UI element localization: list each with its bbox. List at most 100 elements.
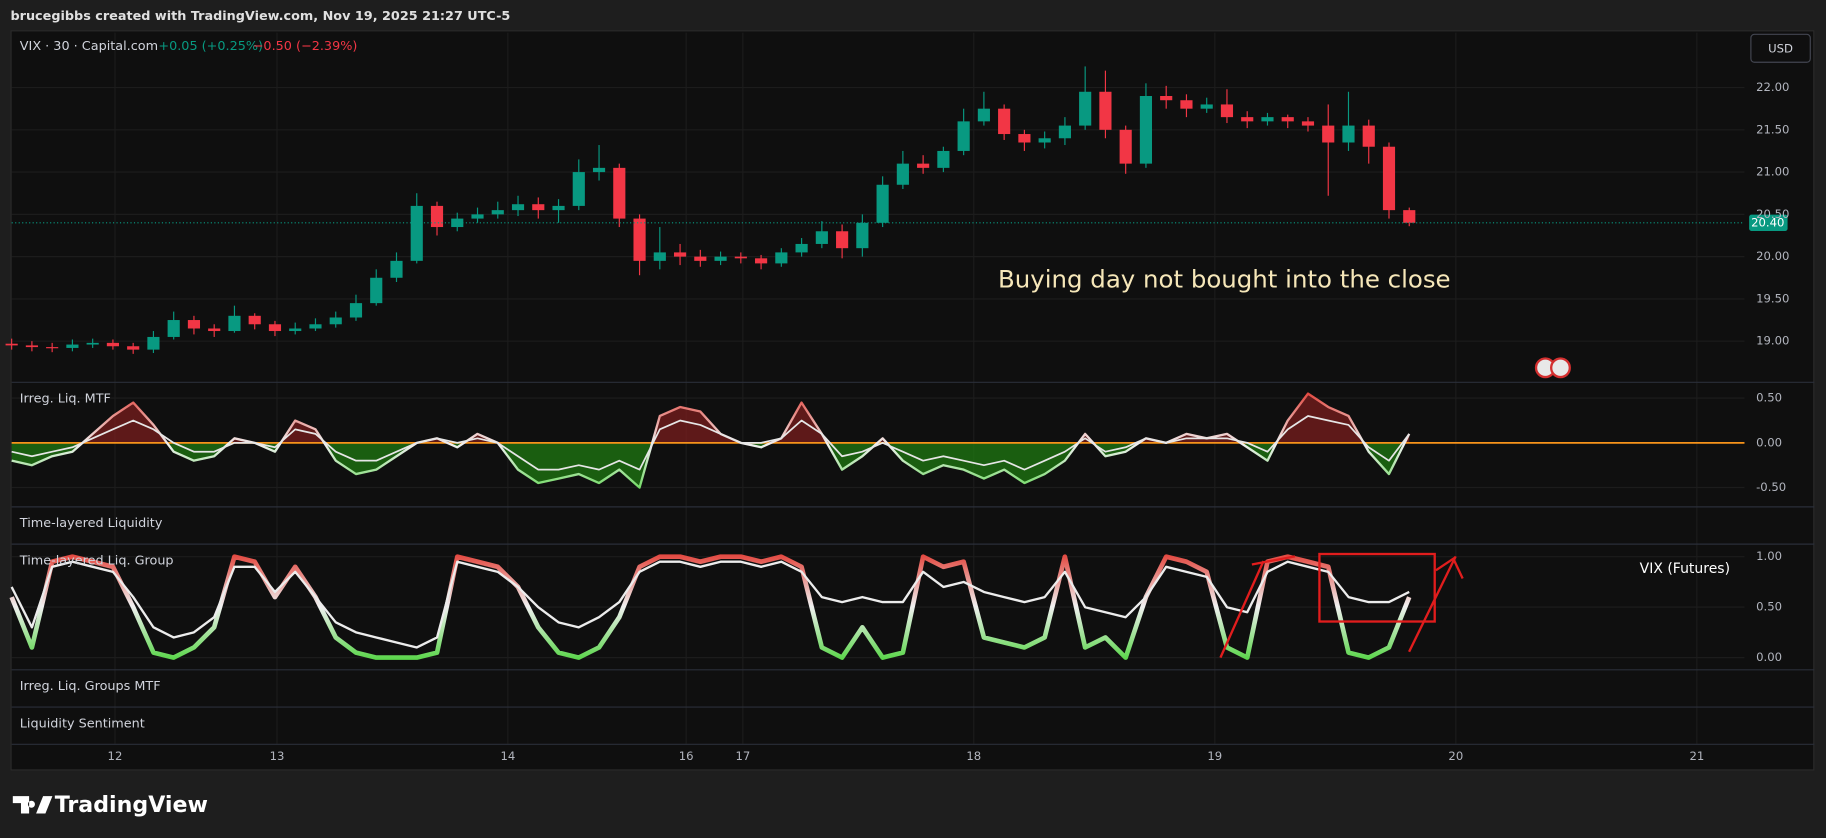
candle-body	[1058, 125, 1071, 139]
candle-body	[1018, 134, 1031, 143]
candle-body	[410, 205, 423, 261]
drawn-line	[1251, 555, 1296, 566]
credit: brucegibbs created with TradingView.com,…	[10, 9, 510, 24]
candle-body	[917, 163, 930, 168]
marks	[5, 66, 1788, 660]
candle-body	[653, 252, 666, 261]
candle-body	[532, 204, 545, 211]
candle-body	[1322, 125, 1335, 143]
logo: TradingView	[12, 792, 208, 818]
candle-body	[673, 252, 687, 257]
x-tick-label: 20	[1448, 749, 1463, 763]
flag-icon	[1550, 357, 1571, 379]
y-tick-label: 21.00	[1756, 165, 1789, 179]
y-tick-label: 21.50	[1756, 122, 1789, 136]
candle-body	[187, 320, 201, 329]
candle-body	[937, 150, 950, 168]
event-flags	[1534, 357, 1571, 379]
candle-body	[46, 347, 59, 349]
candle-body	[1342, 125, 1355, 143]
annotation: Buying day not bought into the close	[998, 265, 1451, 294]
candle-body	[856, 222, 869, 249]
y-tick-label: 0.50	[1756, 391, 1782, 405]
candle-body	[836, 231, 849, 249]
candle-body	[430, 205, 444, 228]
y-tick-label: 0.50	[1756, 600, 1782, 614]
candle-body	[694, 256, 707, 261]
candle-body	[268, 324, 282, 332]
user-drawings	[1219, 552, 1464, 659]
y-tick-label: 20.50	[1756, 207, 1789, 221]
candle-body	[1281, 117, 1294, 122]
drawn-line	[1219, 560, 1265, 659]
candle-body	[1180, 100, 1193, 109]
change-value: +0.05 (+0.25%)	[158, 39, 263, 54]
x-tick-label: 17	[735, 749, 750, 763]
candle-body	[957, 121, 970, 151]
candle-body	[106, 342, 119, 347]
candle-body	[390, 260, 403, 278]
logo-icon	[12, 796, 53, 814]
pane-title: Time-layered Liq. Group	[19, 553, 174, 568]
candle-body	[1119, 129, 1132, 164]
y-tick-label: 19.50	[1756, 291, 1789, 305]
candle-body	[795, 243, 808, 253]
candle-body	[1403, 210, 1416, 223]
series-line	[11, 392, 1411, 489]
candle-body	[572, 172, 585, 206]
candle-body	[248, 315, 261, 325]
change-value: −0.50 (−2.39%)	[253, 39, 358, 54]
candle-body	[1301, 121, 1315, 126]
x-tick-label: 21	[1689, 749, 1704, 763]
symbol-title: VIX · 30 · Capital.com	[20, 39, 158, 54]
candle-body	[896, 163, 909, 185]
pane-annotation: VIX (Futures)	[1640, 561, 1730, 577]
candle-body	[228, 315, 241, 332]
currency-label[interactable]: USD	[1768, 41, 1793, 55]
currency-button[interactable]	[1750, 33, 1811, 63]
x-tick-label: 14	[500, 749, 515, 763]
candle-body	[208, 328, 221, 332]
candle-body	[1038, 138, 1051, 143]
series-line	[11, 415, 1410, 471]
y-tick-label: -0.50	[1756, 480, 1786, 494]
candle-body	[1099, 91, 1112, 130]
pane-title: Time-layered Liquidity	[19, 516, 163, 531]
chart-area	[10, 30, 1815, 771]
drawn-arrow	[1408, 555, 1457, 653]
x-tick-label: 13	[270, 749, 285, 763]
candle-body	[25, 345, 38, 348]
candle-body	[613, 167, 626, 219]
drawn-box	[1318, 552, 1436, 623]
candle-body	[1139, 95, 1153, 164]
logo-text: TradingView	[55, 792, 208, 818]
y-tick-label: 22.00	[1756, 80, 1789, 94]
pane-title: Irreg. Liq. Groups MTF	[20, 679, 161, 694]
candle-body	[998, 108, 1011, 135]
y-tick-label: 19.00	[1756, 334, 1789, 348]
candle-body	[491, 210, 504, 215]
candle-body	[167, 320, 180, 337]
candle-body	[815, 231, 828, 244]
candle-body	[1261, 117, 1274, 122]
candle-body	[714, 256, 727, 261]
y-tick-label: 1.00	[1756, 549, 1782, 563]
candle-body	[1160, 95, 1173, 101]
candle-body	[511, 204, 525, 211]
candle-body	[289, 328, 302, 332]
candle-body	[876, 184, 889, 223]
candle-body	[127, 346, 140, 350]
candle-body	[1200, 104, 1213, 109]
last-price-badge	[1749, 214, 1788, 231]
candle-body	[1079, 91, 1092, 126]
candle-body	[66, 344, 79, 348]
x-tick-label: 16	[679, 749, 694, 763]
x-tick-label: 19	[1207, 749, 1222, 763]
candle-body	[329, 317, 342, 325]
candle-body	[349, 303, 363, 318]
candle-body	[1362, 125, 1375, 147]
candle-body	[734, 256, 747, 259]
candle-body	[451, 218, 464, 228]
candle-body	[370, 277, 383, 304]
